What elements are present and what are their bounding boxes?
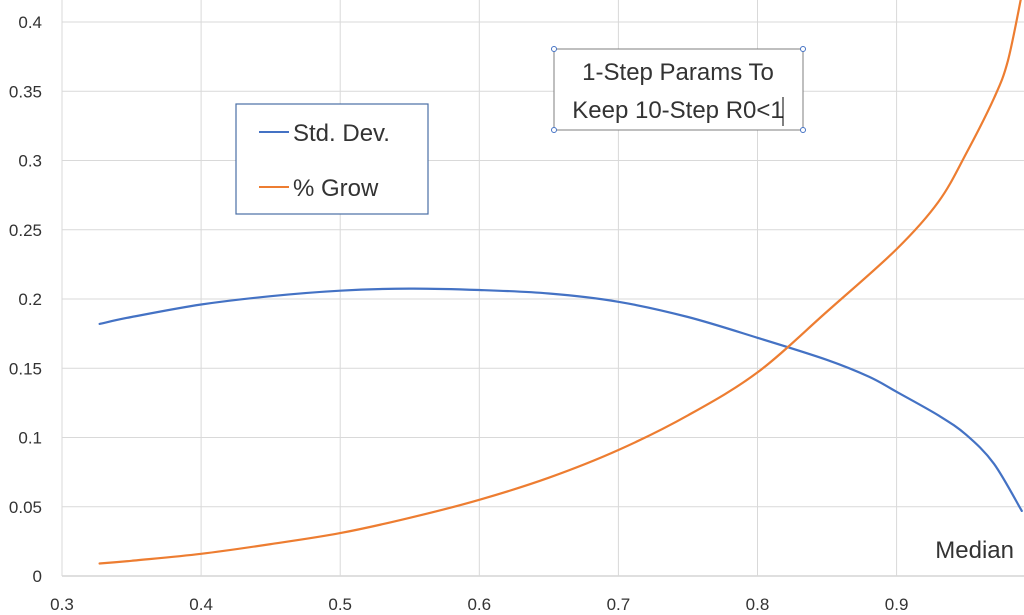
y-tick-label: 0.3 bbox=[18, 152, 42, 171]
chart-title-box[interactable]: 1-Step Params To Keep 10-Step R0<1 bbox=[551, 46, 806, 133]
title-box-frame bbox=[553, 48, 804, 131]
y-tick-labels: 0 0.05 0.1 0.15 0.2 0.25 0.3 0.35 0.4 bbox=[9, 13, 42, 586]
legend-label-grow: % Grow bbox=[293, 175, 379, 202]
chart-title-line-2: Keep 10-Step R0<1 bbox=[572, 97, 784, 124]
x-axis-label: Median bbox=[935, 537, 1014, 564]
y-tick-label: 0 bbox=[33, 567, 42, 586]
y-tick-label: 0.2 bbox=[18, 290, 42, 309]
legend[interactable]: Std. Dev. % Grow bbox=[235, 103, 429, 215]
y-tick-label: 0.05 bbox=[9, 498, 42, 517]
resize-handle-top-right[interactable] bbox=[800, 46, 806, 52]
legend-box bbox=[235, 103, 429, 215]
series-line-std-dev bbox=[98, 287, 1023, 512]
y-tick-label: 0.35 bbox=[9, 82, 42, 101]
resize-handle-bottom-right[interactable] bbox=[800, 127, 806, 133]
x-tick-label: 0.5 bbox=[328, 595, 352, 614]
y-tick-label: 0.1 bbox=[18, 429, 42, 448]
resize-handle-bottom-left[interactable] bbox=[551, 127, 557, 133]
x-tick-label: 0.7 bbox=[607, 595, 631, 614]
y-tick-label: 0.25 bbox=[9, 221, 42, 240]
series-lines bbox=[98, 0, 1023, 565]
x-tick-label: 0.3 bbox=[50, 595, 74, 614]
x-tick-label: 0.6 bbox=[467, 595, 491, 614]
x-tick-label: 0.4 bbox=[189, 595, 213, 614]
resize-handle-top-left[interactable] bbox=[551, 46, 557, 52]
legend-label-std-dev: Std. Dev. bbox=[293, 120, 390, 147]
x-tick-label: 0.9 bbox=[885, 595, 909, 614]
series-line-grow bbox=[98, 0, 1022, 565]
y-tick-label: 0.15 bbox=[9, 359, 42, 378]
x-tick-labels: 0.3 0.4 0.5 0.6 0.7 0.8 0.9 bbox=[50, 595, 908, 614]
chart-title-line-1: 1-Step Params To bbox=[582, 59, 774, 86]
gridlines bbox=[61, 0, 1024, 577]
x-tick-label: 0.8 bbox=[746, 595, 770, 614]
y-tick-label: 0.4 bbox=[18, 13, 42, 32]
